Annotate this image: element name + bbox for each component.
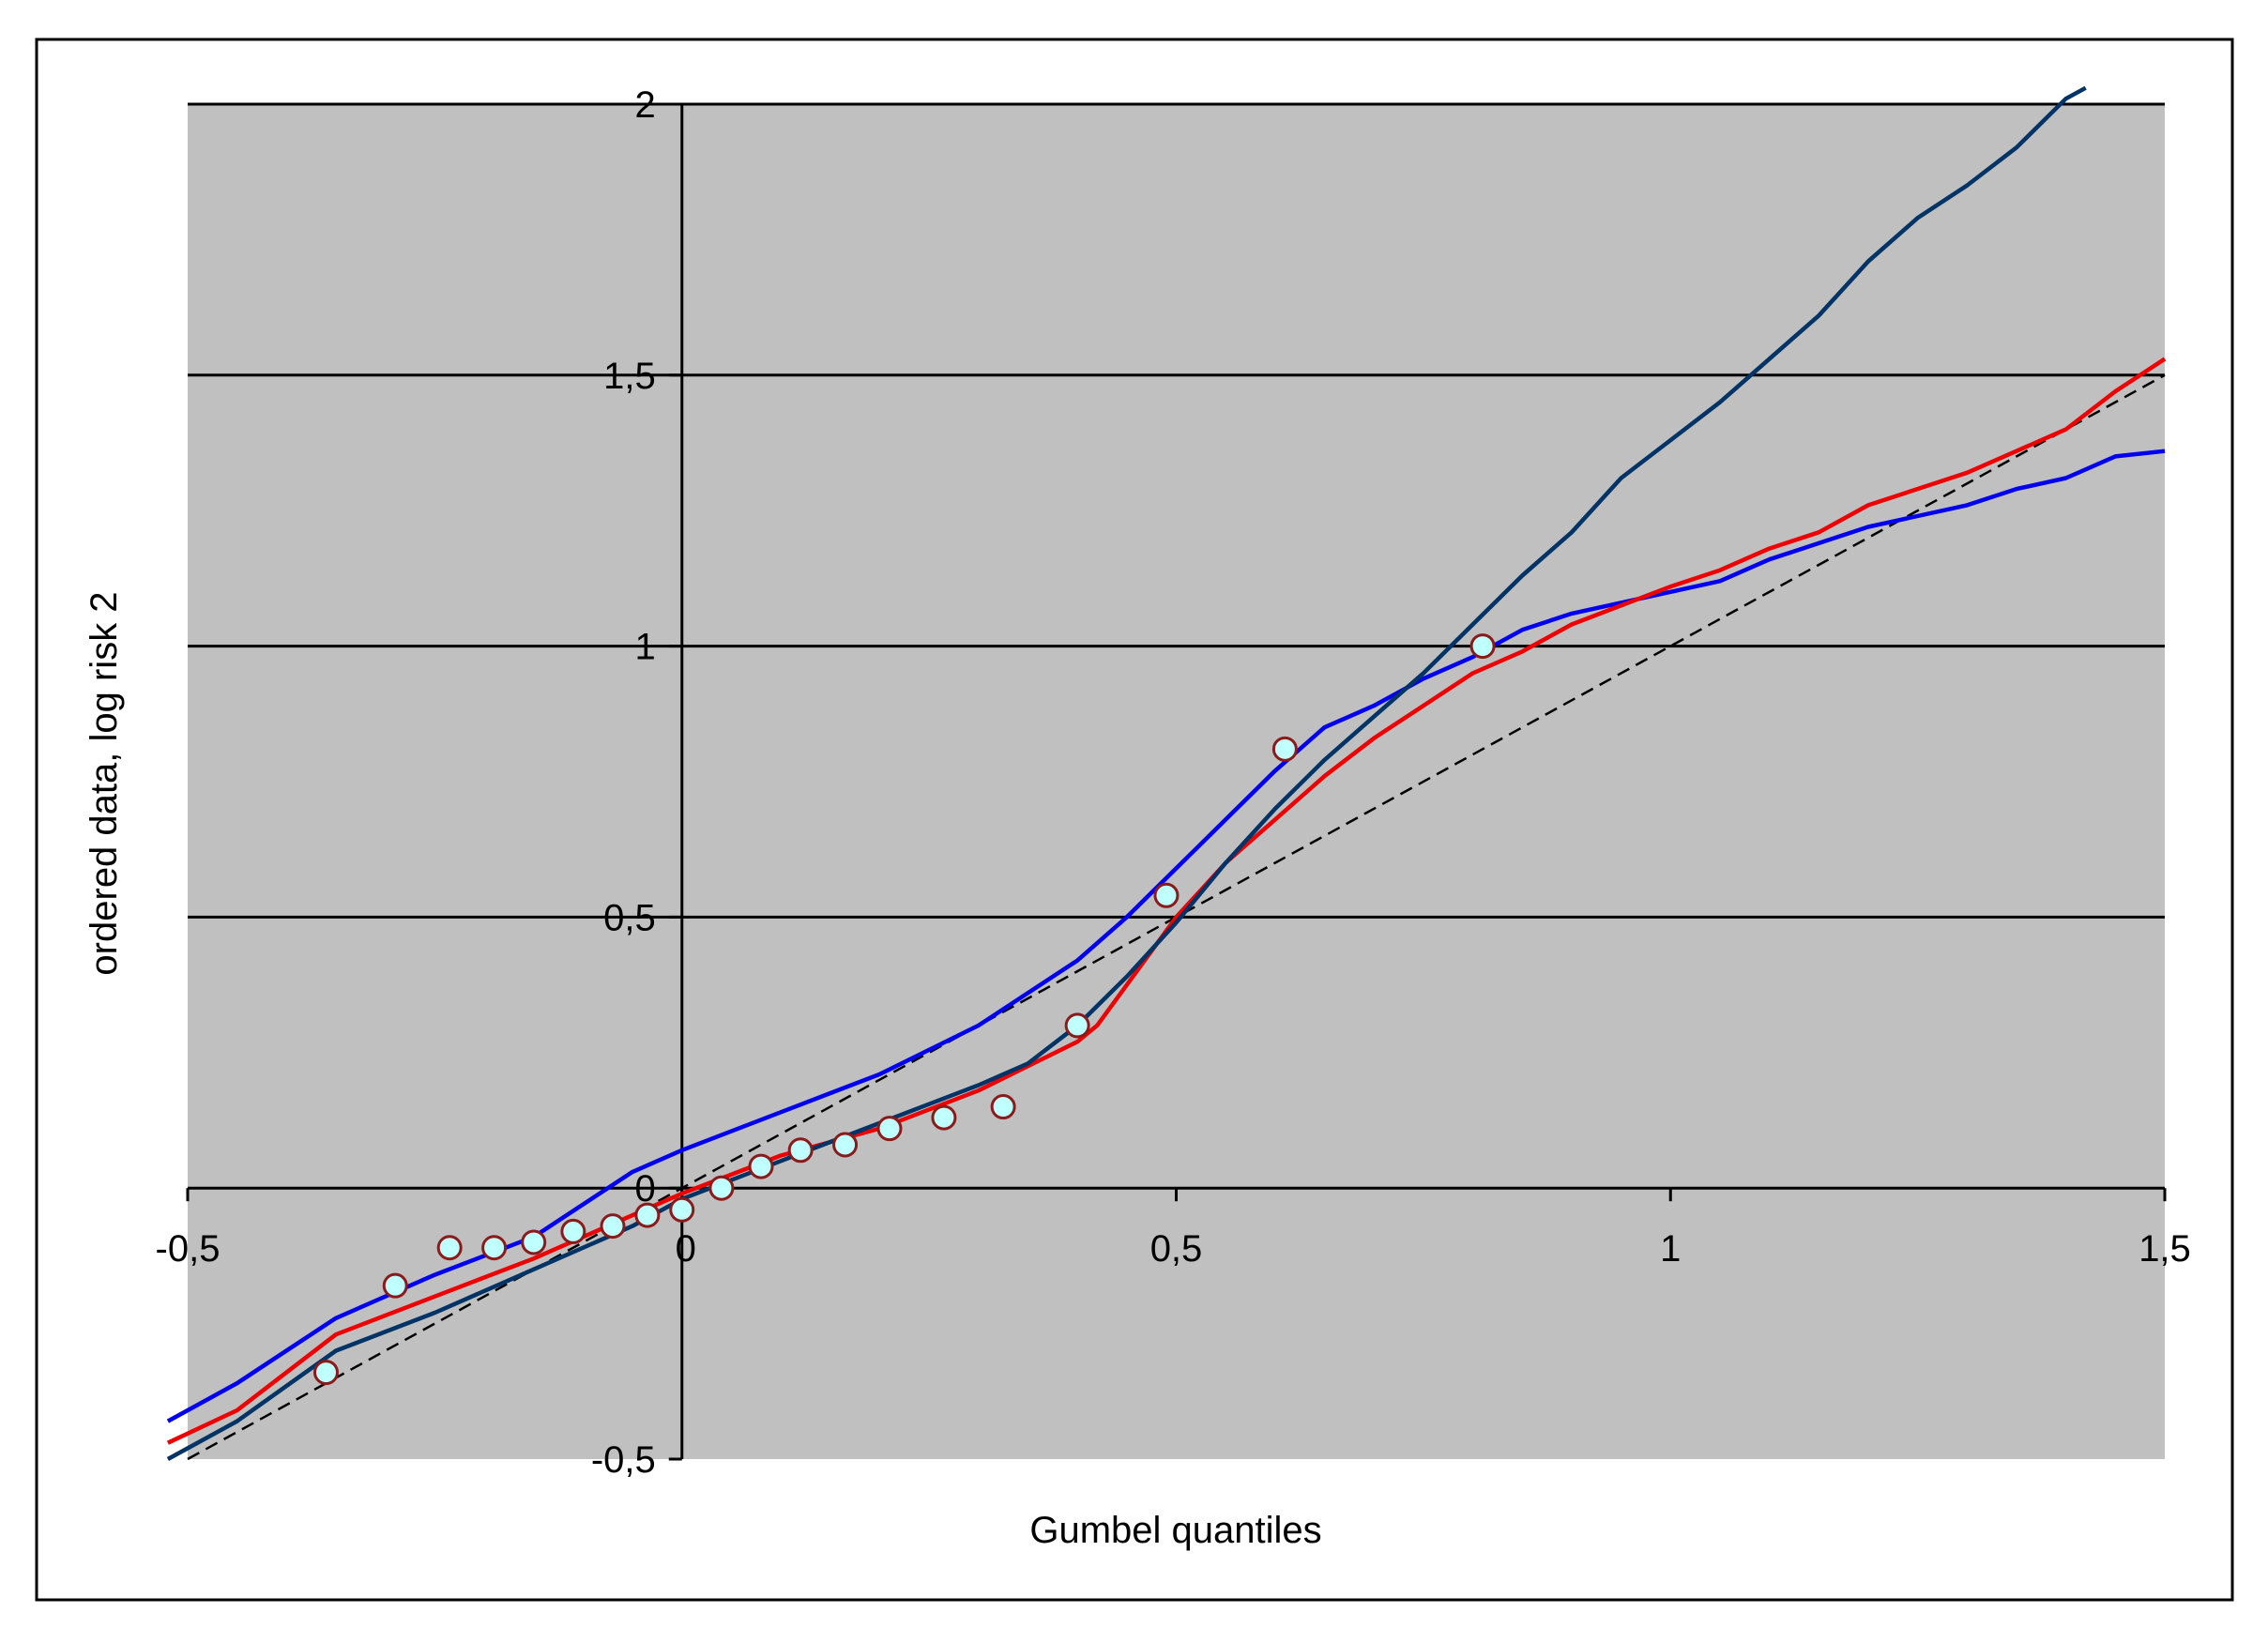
data-point-6 xyxy=(600,1213,626,1240)
data-point-2 xyxy=(436,1235,463,1261)
data-point-1 xyxy=(382,1272,408,1299)
x-tick-label-1: 0 xyxy=(676,1228,696,1270)
x-tick-label-2: 0,5 xyxy=(1150,1228,1203,1270)
x-tick-label-3: 1 xyxy=(1660,1228,1681,1270)
data-point-11 xyxy=(787,1137,814,1164)
data-point-10 xyxy=(748,1153,774,1179)
series-line-1 xyxy=(166,449,2166,1423)
data-point-8 xyxy=(669,1196,695,1223)
y-tick-label-2: 0,5 xyxy=(603,897,656,938)
data-point-16 xyxy=(1064,1012,1090,1039)
data-point-4 xyxy=(521,1229,547,1255)
data-point-0 xyxy=(312,1360,339,1386)
x-tick-label-0: -0,5 xyxy=(156,1228,221,1270)
data-point-5 xyxy=(560,1218,586,1244)
data-point-13 xyxy=(876,1116,903,1142)
x-axis-title: Gumbel quantiles xyxy=(1029,1510,1321,1551)
data-point-7 xyxy=(634,1202,661,1228)
data-point-17 xyxy=(1153,882,1180,908)
data-point-18 xyxy=(1271,736,1298,762)
data-point-3 xyxy=(481,1235,508,1261)
data-point-12 xyxy=(832,1132,859,1158)
data-point-15 xyxy=(990,1094,1016,1120)
data-point-19 xyxy=(1469,633,1496,660)
plot-area xyxy=(188,104,2165,1459)
series-layer xyxy=(166,85,2167,1461)
y-tick-label-1: 0 xyxy=(635,1168,656,1209)
y-tick-label-3: 1 xyxy=(635,627,656,668)
axes xyxy=(186,102,2167,1461)
data-point-14 xyxy=(931,1104,957,1131)
data-point-9 xyxy=(708,1175,735,1201)
y-tick-label-4: 1,5 xyxy=(603,356,656,397)
tick-labels: -0,5 0 0,5 1 1,5 -0,5 0 0,5 1 1,5 2 xyxy=(156,84,2191,1481)
x-tick-label-4: 1,5 xyxy=(2139,1228,2191,1270)
y-tick-label-5: 2 xyxy=(635,84,656,126)
y-axis-title: ordered data, log risk 2 xyxy=(84,591,125,975)
y-tick-label-0: -0,5 xyxy=(591,1439,656,1481)
